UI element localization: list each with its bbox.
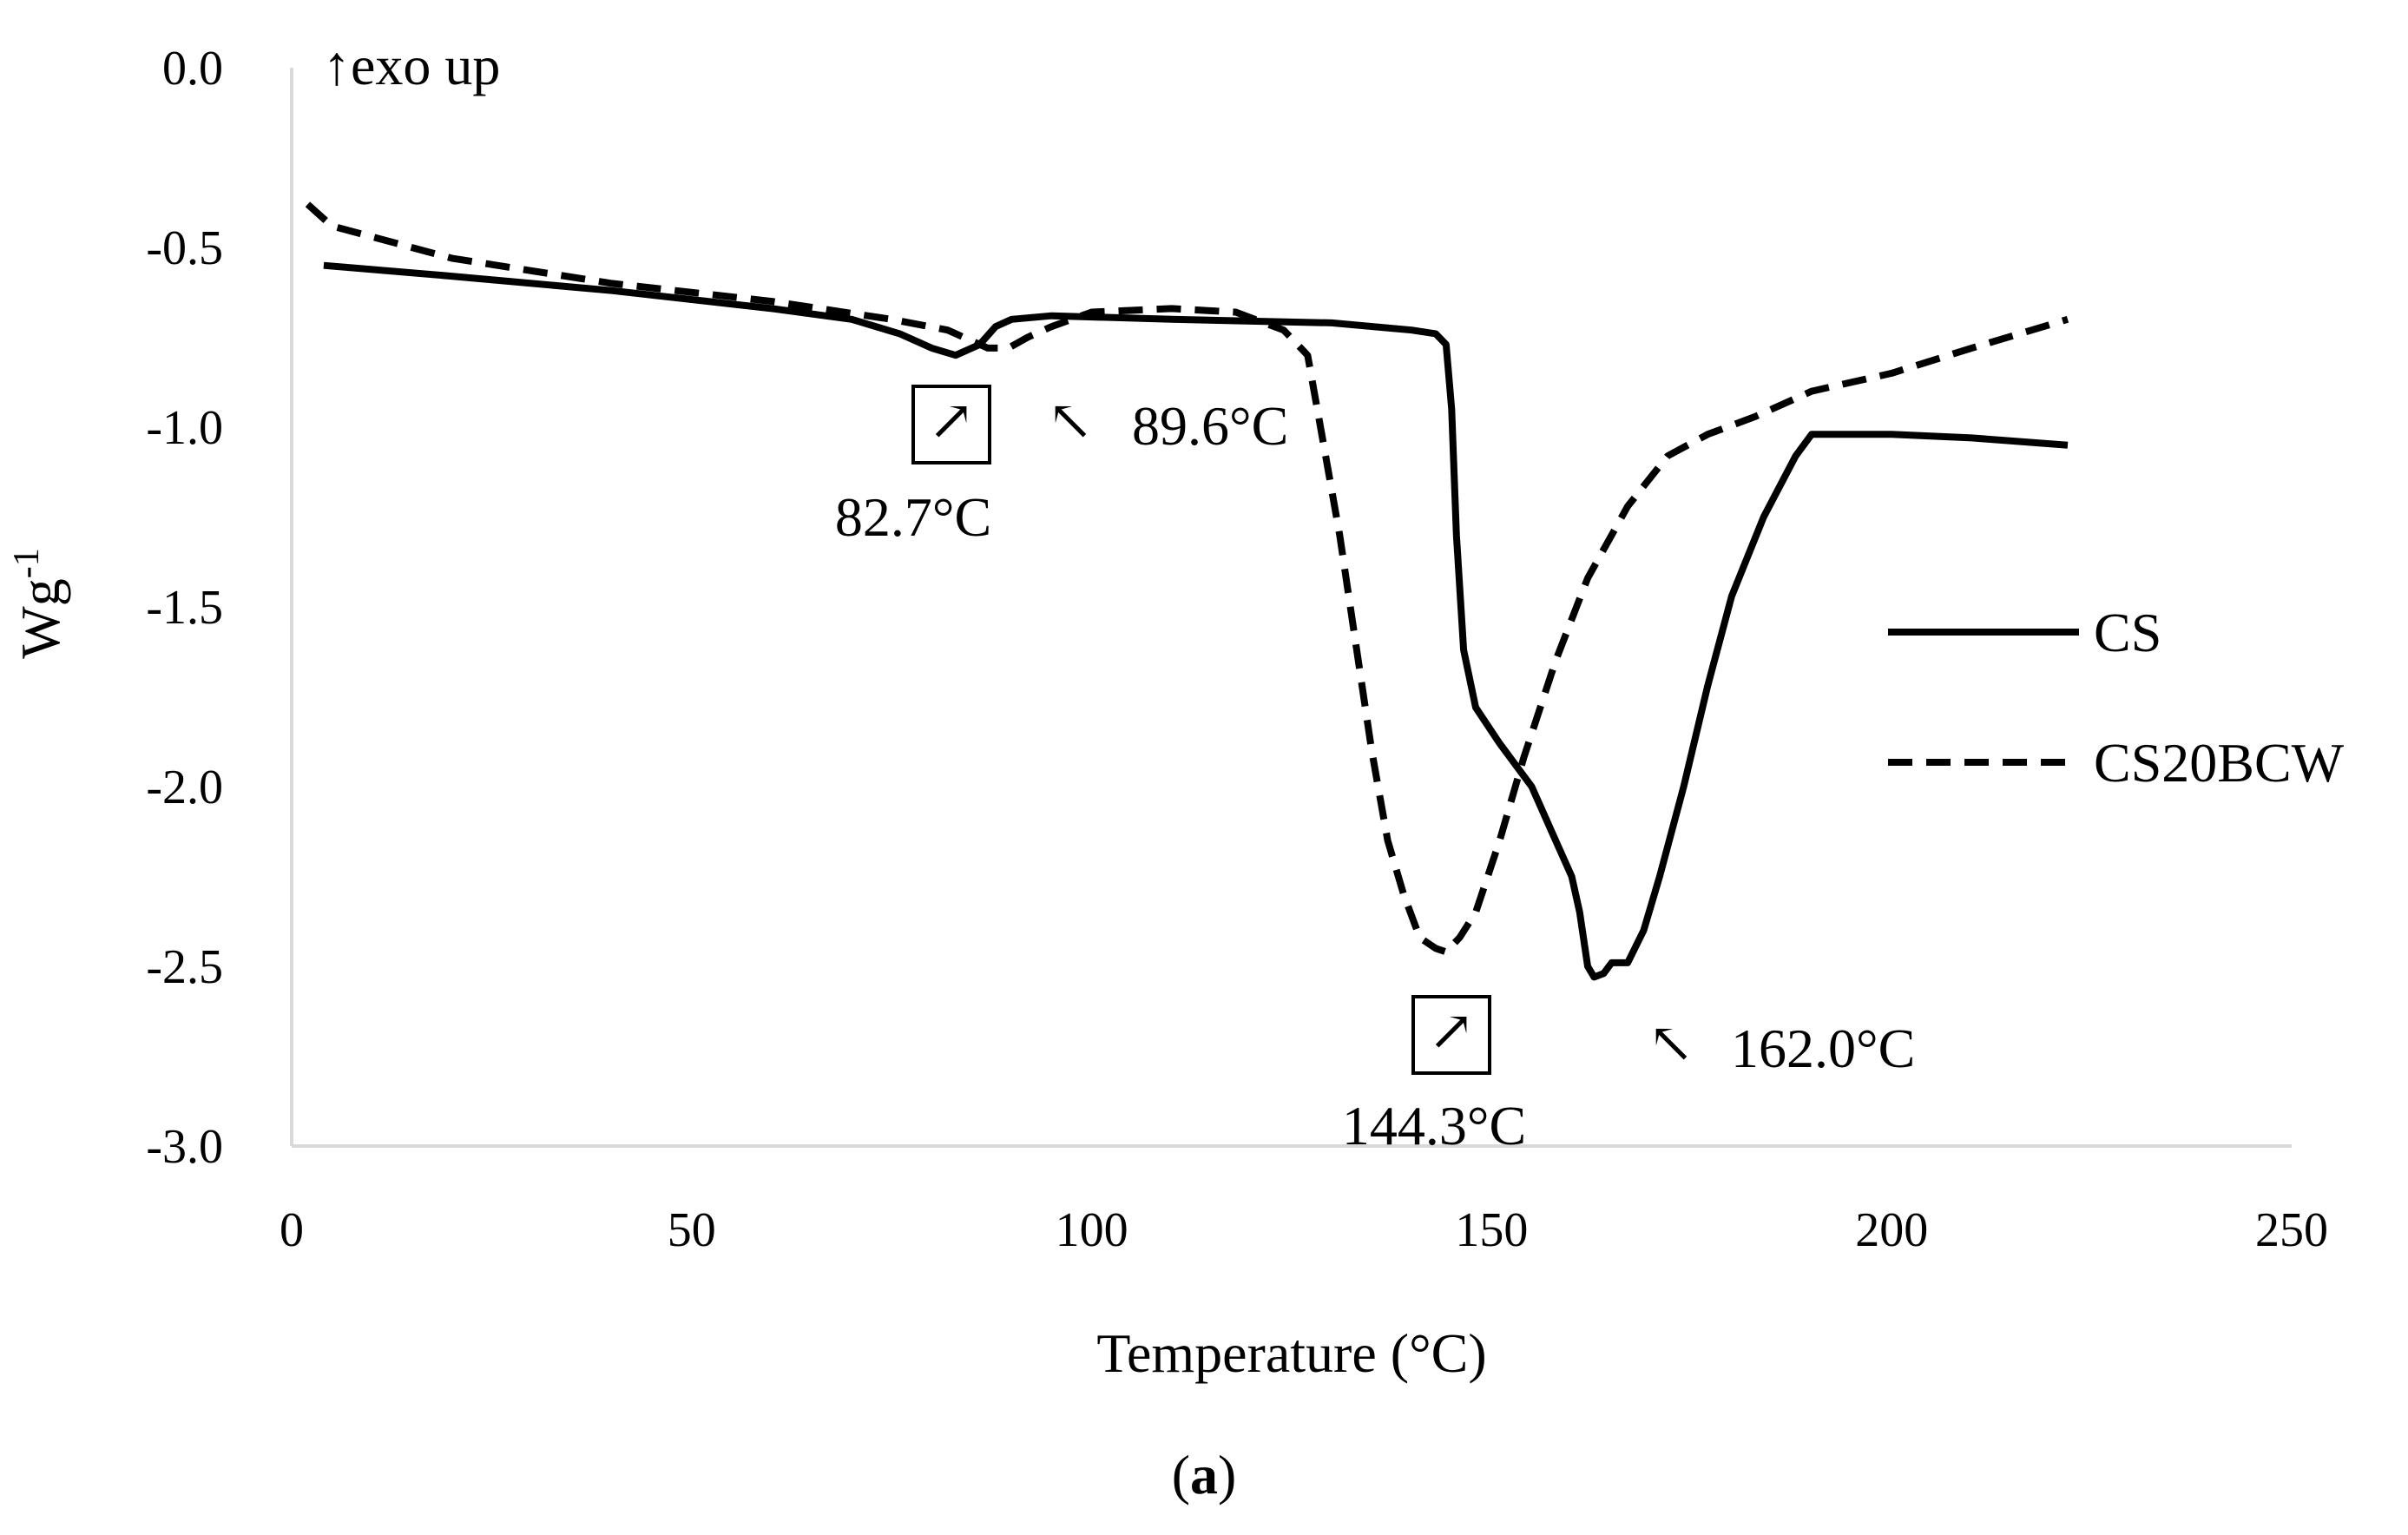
legend-label-cs: CS — [2094, 602, 2161, 663]
legend: CS CS20BCW — [1888, 602, 2345, 794]
legend-label-cs20bcw: CS20BCW — [2094, 732, 2345, 794]
series-layer — [305, 201, 2069, 981]
annotation-82-7-label: 82.7°C — [835, 486, 991, 548]
annotation-162-0-arrow: ↖ — [1648, 1012, 1694, 1074]
annotation-162-0-label: 162.0°C — [1731, 1018, 1915, 1079]
y-tick-label: -2.0 — [146, 761, 223, 814]
annotation-layer: ↗ 82.7°C ↖ 89.6°C ↗ 144.3°C ↖ 162.0°C — [835, 385, 1915, 1156]
caption-close: ) — [1218, 1444, 1236, 1505]
annotation-144-3-arrow: ↗ — [1428, 1000, 1475, 1062]
exo-up-label: ↑exo up — [323, 35, 500, 96]
axes: 0 50 100 150 200 250 0.0 -0.5 -1.0 -1.5 -2.0 -2.5 -3… — [146, 42, 2328, 1257]
annotation-82-7: ↗ 82.7°C — [835, 385, 991, 548]
figure-caption: (a) — [1172, 1444, 1237, 1505]
annotation-89-6-arrow: ↖ — [1047, 390, 1094, 451]
annotation-144-3-box — [1411, 995, 1491, 1075]
x-tick-label: 250 — [2255, 1203, 2328, 1257]
annotation-162-0: ↖ 162.0°C — [1648, 1012, 1915, 1079]
annotation-144-3: ↗ 144.3°C — [1342, 995, 1526, 1156]
x-axis-title: Temperature (°C) — [1096, 1322, 1486, 1384]
y-tick-label: -2.5 — [146, 940, 223, 994]
y-tick-label: -1.5 — [146, 581, 223, 635]
exo-up-text: exo up — [351, 35, 500, 96]
x-tick-label: 200 — [1855, 1203, 1928, 1257]
annotation-82-7-box — [911, 385, 991, 464]
x-tick-label: 100 — [1056, 1203, 1128, 1257]
y-tick-label: -1.0 — [146, 401, 223, 455]
annotation-89-6: ↖ 89.6°C — [1047, 390, 1288, 457]
caption-letter: a — [1190, 1444, 1218, 1505]
y-tick-label: -3.0 — [146, 1120, 223, 1174]
x-tick-label: 150 — [1455, 1203, 1528, 1257]
y-tick-label: 0.0 — [162, 42, 223, 96]
x-tick-label: 0 — [280, 1203, 304, 1257]
x-tick-label: 50 — [668, 1203, 716, 1257]
exo-up-arrow: ↑ — [323, 35, 351, 96]
series-line-cs — [323, 261, 2069, 981]
y-tick-label: -0.5 — [146, 221, 223, 275]
annotation-82-7-arrow: ↗ — [928, 390, 975, 451]
y-axis-title: Wg-1 — [7, 548, 71, 658]
annotation-89-6-label: 89.6°C — [1132, 395, 1288, 457]
series-line-cs20bcw — [305, 201, 2069, 956]
annotation-144-3-label: 144.3°C — [1342, 1095, 1526, 1156]
y-axis-title-sup: -1 — [7, 548, 47, 578]
caption-open: ( — [1172, 1444, 1190, 1505]
y-axis-title-base: Wg — [10, 578, 71, 658]
